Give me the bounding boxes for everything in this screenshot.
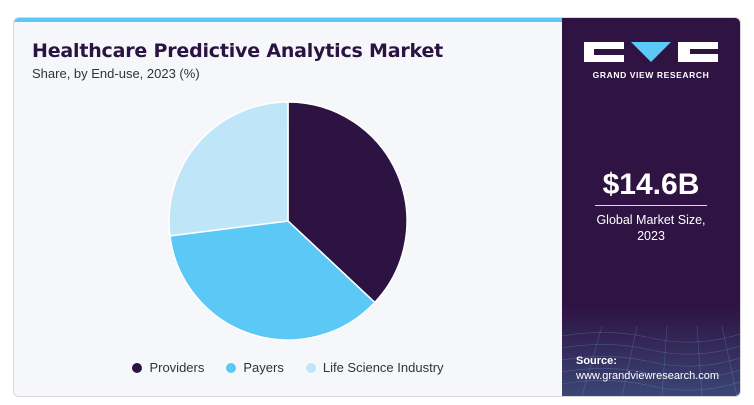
source-note: Source: www.grandviewresearch.com — [576, 354, 719, 384]
chart-legend: Providers Payers Life Science Industry — [14, 360, 562, 375]
chart-subtitle: Share, by End-use, 2023 (%) — [32, 66, 200, 81]
pie-slice-life-science-industry — [168, 101, 289, 237]
gvr-logo-icon — [584, 42, 718, 62]
source-label: Source: — [576, 355, 617, 367]
source-url: www.grandviewresearch.com — [576, 370, 720, 382]
logo-text: GRAND VIEW RESEARCH — [592, 70, 710, 80]
market-size-block: $14.6B Global Market Size, 2023 — [562, 168, 740, 244]
legend-swatch-providers — [132, 362, 143, 373]
legend-item-payers: Payers — [226, 360, 284, 375]
legend-label-life-science: Life Science Industry — [322, 360, 444, 375]
market-divider — [595, 205, 707, 206]
decorative-texture — [562, 306, 740, 396]
pie-chart — [168, 101, 408, 341]
legend-swatch-payers — [226, 362, 237, 373]
legend-item-life-science: Life Science Industry — [305, 360, 444, 375]
chart-title: Healthcare Predictive Analytics Market — [32, 40, 444, 62]
pie-slice-providers — [287, 101, 408, 304]
pie-slice-payers — [169, 220, 376, 341]
legend-label-payers: Payers — [243, 360, 284, 375]
market-size-value: $14.6B — [602, 168, 700, 201]
grand-view-research-logo: GRAND VIEW RESEARCH — [584, 40, 718, 80]
legend-item-providers: Providers — [132, 360, 204, 375]
chart-card: Healthcare Predictive Analytics Market S… — [13, 17, 741, 397]
legend-label-providers: Providers — [149, 360, 205, 375]
chart-panel: Healthcare Predictive Analytics Market S… — [14, 18, 562, 396]
market-size-label: Global Market Size, 2023 — [596, 213, 706, 243]
top-accent-bar — [14, 18, 562, 22]
info-sidebar: GRAND VIEW RESEARCH $14.6B Global Market… — [562, 18, 740, 396]
legend-swatch-life-science — [305, 362, 316, 373]
